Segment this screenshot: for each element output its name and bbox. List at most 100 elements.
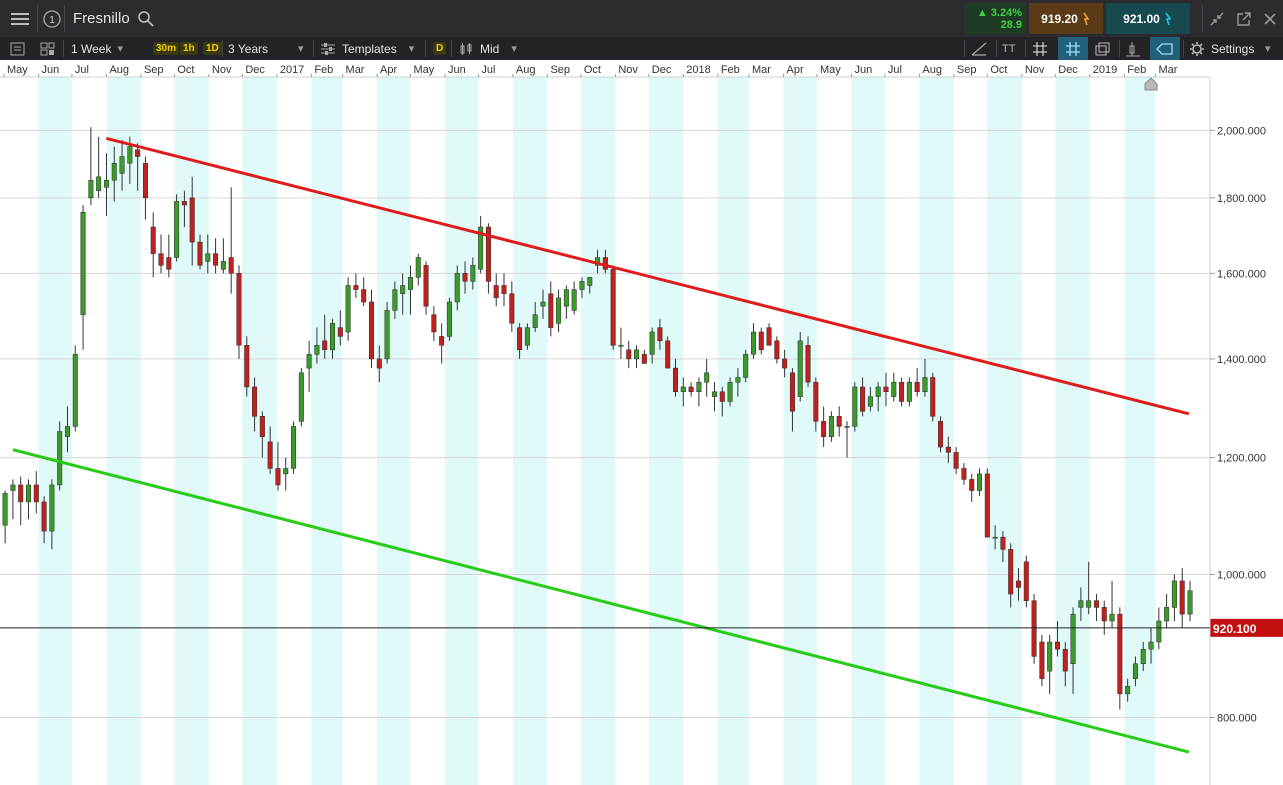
draw-line-button[interactable] <box>970 37 988 60</box>
candle-body <box>96 176 102 192</box>
chart-toolbar: 1 Week 30m 1h 1D 3 Years ▾ Templates ▾ D… <box>0 37 1283 61</box>
chevron-down-icon[interactable]: ▾ <box>1265 43 1271 55</box>
candle-body <box>80 212 86 315</box>
current-price-line: 920.100 <box>0 618 1283 637</box>
month-band <box>717 77 750 785</box>
candle <box>64 406 70 453</box>
candle-body <box>634 349 640 360</box>
crosshair-toggle-button[interactable] <box>1058 37 1088 60</box>
candle-body <box>891 381 897 397</box>
month-band <box>106 77 141 785</box>
buy-price-button[interactable]: 921.00 <box>1106 3 1190 34</box>
candle <box>205 234 211 274</box>
indicator-button[interactable] <box>1125 37 1141 60</box>
candle <box>96 136 102 198</box>
candle <box>556 289 562 333</box>
candle <box>875 382 881 412</box>
candle <box>1023 555 1029 608</box>
collapse-button[interactable] <box>1208 0 1226 37</box>
candle <box>1132 656 1138 687</box>
interval-select[interactable]: 1 Week <box>71 37 123 60</box>
candle <box>103 153 109 216</box>
layout-button[interactable] <box>10 37 26 60</box>
candle-body <box>407 277 413 290</box>
candle <box>719 386 725 417</box>
candle <box>727 377 733 407</box>
candle-body <box>711 391 717 397</box>
candle <box>353 273 359 298</box>
grid-layout-button[interactable] <box>40 37 56 60</box>
y-tick-label: 1,400.000 <box>1217 354 1266 366</box>
candle <box>821 406 827 448</box>
candle-body <box>969 479 975 491</box>
candle-body <box>540 301 546 307</box>
text-tool-button[interactable]: TT <box>1002 37 1015 60</box>
candle <box>1047 634 1053 694</box>
candle-body <box>1179 580 1185 615</box>
candle <box>665 336 671 369</box>
month-band <box>1055 77 1090 785</box>
candle-body <box>275 468 281 486</box>
candle <box>1148 627 1154 664</box>
candle-body <box>649 331 655 355</box>
d-badge-button[interactable]: D <box>433 37 447 60</box>
settings-button[interactable]: Settings <box>1189 37 1254 60</box>
list-layout-icon <box>10 42 25 55</box>
candle <box>41 496 47 544</box>
x-tick-label: Nov <box>212 64 232 76</box>
menu-button[interactable] <box>10 0 30 37</box>
price-type-select[interactable]: Mid ▾ <box>459 37 517 60</box>
candle-body <box>337 327 343 337</box>
candle <box>244 336 250 397</box>
candle-body <box>57 431 63 486</box>
y-tick-label: 1,000.000 <box>1217 569 1266 581</box>
green-trendline <box>12 448 1190 754</box>
gear-icon <box>1190 41 1204 56</box>
trendlines[interactable] <box>12 136 1190 754</box>
month-band <box>851 77 885 785</box>
month-band <box>919 77 954 785</box>
candles <box>2 127 1193 710</box>
templates-button[interactable]: Templates ▾ <box>320 37 414 60</box>
tag-toggle-button[interactable] <box>1150 37 1180 60</box>
layers-button[interactable] <box>1094 37 1112 60</box>
candle <box>758 327 764 355</box>
quick-1d-button[interactable]: 1D <box>203 37 222 60</box>
event-marker-icon[interactable] <box>1144 77 1158 91</box>
candle-body <box>930 377 936 417</box>
hamburger-icon <box>11 12 29 25</box>
info-button[interactable]: 1 <box>42 0 62 37</box>
candle-body <box>860 386 866 412</box>
chevron-down-icon: ▾ <box>298 43 304 55</box>
candle-body <box>384 310 390 360</box>
candle <box>1117 607 1123 710</box>
quick-1h-label: 1h <box>180 42 198 55</box>
search-button[interactable] <box>137 0 155 37</box>
candle <box>922 358 928 397</box>
popout-button[interactable] <box>1235 0 1253 37</box>
x-tick-label: Jul <box>888 64 902 76</box>
candle-body <box>205 253 211 262</box>
price-chart[interactable]: May Jun Jul Aug Sep Oct Nov Dec 2017 Feb Mar Apr May… <box>0 60 1283 785</box>
x-tick-label: Dec <box>1058 64 1078 76</box>
sell-price-button[interactable]: 919.20 <box>1029 3 1103 34</box>
candle <box>1125 678 1131 702</box>
x-tick-label: Sep <box>550 64 570 76</box>
candle <box>72 345 78 432</box>
candle <box>368 289 374 369</box>
candle <box>501 273 507 307</box>
candle-body <box>914 381 920 393</box>
grid-toggle-button[interactable] <box>1032 37 1048 60</box>
y-tick-label: 2,000.000 <box>1217 125 1266 137</box>
x-tick-label: 2017 <box>280 64 304 76</box>
quick-1h-button[interactable]: 1h <box>180 37 198 60</box>
candle <box>478 215 484 274</box>
x-tick-label: Feb <box>1127 64 1146 76</box>
quick-30m-button[interactable]: 30m <box>153 37 180 60</box>
range-select[interactable]: 3 Years ▾ <box>228 37 304 60</box>
candle-body <box>548 293 554 328</box>
change-absolute: 28.9 <box>1000 18 1022 31</box>
candle-body <box>626 349 632 360</box>
close-button[interactable] <box>1263 0 1277 37</box>
candle <box>750 323 756 359</box>
